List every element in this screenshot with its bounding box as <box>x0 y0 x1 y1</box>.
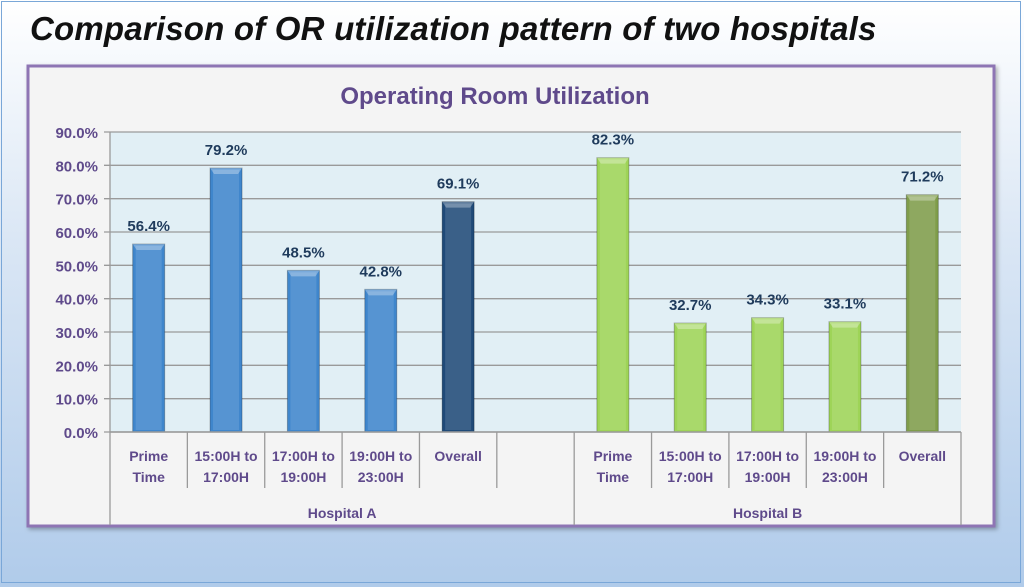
y-tick-label: 60.0% <box>55 225 98 242</box>
x-category-label: Overall <box>899 448 946 464</box>
x-category-label: Time <box>132 469 165 485</box>
bar <box>828 321 862 433</box>
y-tick-label: 10.0% <box>55 392 98 409</box>
x-category-label: 17:00H <box>667 469 713 485</box>
bar-highlight <box>213 170 240 430</box>
bar <box>286 269 320 433</box>
bar-bevel <box>596 157 629 164</box>
bar-highlight <box>754 319 781 430</box>
y-tick-label: 40.0% <box>55 292 98 309</box>
y-tick-label: 90.0% <box>55 125 98 142</box>
bar-bevel <box>674 323 707 329</box>
x-category-label: Overall <box>434 448 481 464</box>
y-tick-label: 80.0% <box>55 158 98 175</box>
bar-highlight <box>909 196 936 430</box>
bar <box>441 201 475 433</box>
plot-area <box>110 132 961 432</box>
y-tick-label: 20.0% <box>55 358 98 375</box>
x-category-label: 19:00H <box>745 469 791 485</box>
bar-bevel <box>442 201 475 208</box>
data-label: 33.1% <box>824 296 867 313</box>
bar-highlight <box>290 272 317 430</box>
y-tick-label: 50.0% <box>55 258 98 275</box>
data-label: 69.1% <box>437 176 480 193</box>
bar-bevel <box>751 317 784 324</box>
data-label: 42.8% <box>359 263 402 280</box>
bar-bevel <box>828 321 861 328</box>
bar-highlight <box>445 203 472 430</box>
x-category-label: Prime <box>593 448 632 464</box>
bar-highlight <box>599 159 626 430</box>
bar-bevel <box>364 289 397 296</box>
bar-bevel <box>287 270 320 277</box>
bar <box>209 167 243 433</box>
x-category-label: 17:00H <box>203 469 249 485</box>
bar <box>364 288 398 433</box>
data-label: 56.4% <box>127 218 170 235</box>
bar <box>596 157 630 433</box>
bar-highlight <box>135 246 162 430</box>
data-label: 48.5% <box>282 244 325 261</box>
x-category-label: Time <box>597 469 630 485</box>
data-label: 82.3% <box>592 132 635 149</box>
bar-bevel <box>210 168 243 174</box>
x-category-label: 23:00H <box>358 469 404 485</box>
y-tick-label: 30.0% <box>55 325 98 342</box>
data-label: 79.2% <box>205 142 248 159</box>
x-category-label: Prime <box>129 448 168 464</box>
data-label: 32.7% <box>669 297 712 314</box>
bar-bevel <box>906 194 939 201</box>
bar-highlight <box>367 291 394 430</box>
data-label: 34.3% <box>746 292 789 309</box>
bar-highlight <box>831 323 858 430</box>
x-category-label: 19:00H to <box>813 448 876 464</box>
x-category-label: 17:00H to <box>272 448 335 464</box>
x-category-label: 19:00H <box>280 469 326 485</box>
bar <box>905 194 939 433</box>
x-category-label: 15:00H to <box>195 448 258 464</box>
x-category-label: 15:00H to <box>659 448 722 464</box>
y-tick-label: 70.0% <box>55 192 98 209</box>
data-label: 71.2% <box>901 169 944 186</box>
chart-title: Operating Room Utilization <box>340 83 649 110</box>
bar-bevel <box>132 244 165 250</box>
bar <box>751 317 785 433</box>
bar <box>132 243 166 433</box>
x-group-label: Hospital B <box>733 505 802 521</box>
slide-title: Comparison of OR utilization pattern of … <box>30 10 877 47</box>
x-category-label: 17:00H to <box>736 448 799 464</box>
bar-highlight <box>677 325 704 430</box>
x-category-label: 19:00H to <box>349 448 412 464</box>
y-tick-label: 0.0% <box>64 425 98 442</box>
x-group-label: Hospital A <box>308 505 377 521</box>
x-category-label: 23:00H <box>822 469 868 485</box>
